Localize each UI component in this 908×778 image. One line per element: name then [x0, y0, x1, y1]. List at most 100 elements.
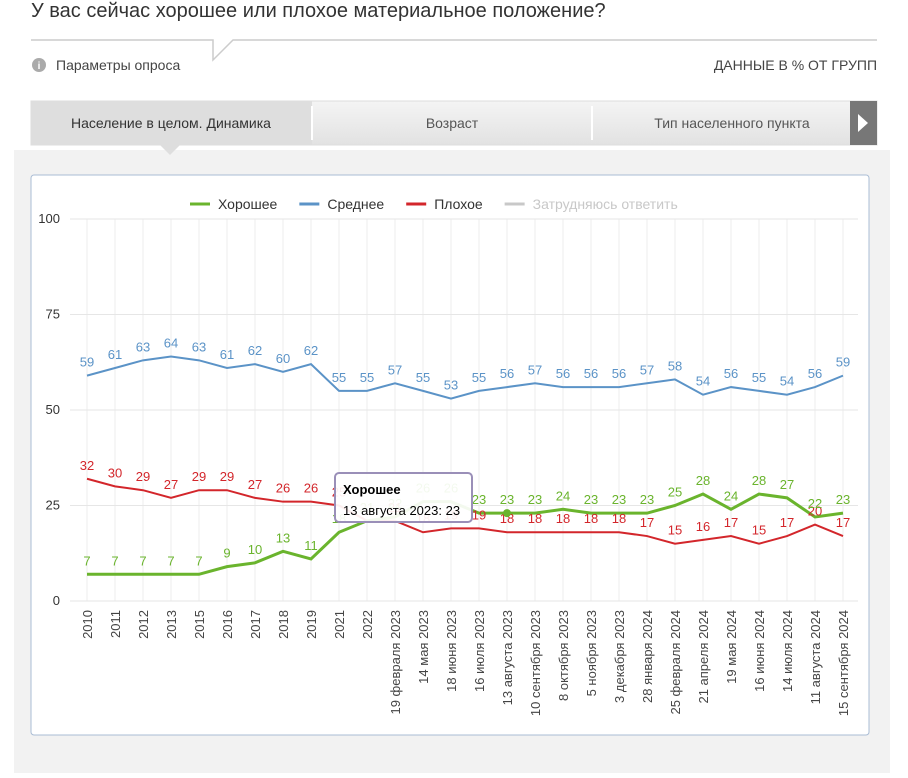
- data-label: 7: [111, 553, 118, 568]
- data-label: 20: [808, 504, 822, 519]
- x-tick-label: 13 августа 2023: [500, 610, 515, 705]
- legend-label: Хорошее: [218, 196, 278, 212]
- data-label: 59: [836, 355, 850, 370]
- separator: [31, 39, 877, 62]
- data-label: 56: [584, 366, 598, 381]
- x-tick-label: 3 декабря 2023: [612, 610, 627, 703]
- data-label: 23: [640, 492, 654, 507]
- data-label: 7: [139, 553, 146, 568]
- data-label: 56: [556, 366, 570, 381]
- data-label: 18: [528, 511, 542, 526]
- x-tick-label: 10 сентября 2023: [528, 610, 543, 716]
- tooltip-title: Хорошее: [343, 482, 401, 497]
- data-label: 7: [195, 553, 202, 568]
- data-label: 11: [304, 538, 318, 553]
- tooltip-box: [334, 472, 473, 523]
- data-label: 25: [668, 485, 682, 500]
- data-label: 53: [444, 378, 458, 393]
- tab[interactable]: Возраст: [426, 115, 479, 131]
- data-label: 10: [248, 542, 262, 557]
- data-label: 57: [528, 362, 542, 377]
- tooltip-text: 13 августа 2023: 23: [343, 503, 460, 518]
- data-label: 63: [192, 339, 206, 354]
- data-label: 57: [640, 362, 654, 377]
- data-label: 22: [808, 496, 822, 511]
- hover-point: [503, 509, 511, 518]
- info-icon[interactable]: [32, 58, 46, 72]
- data-label: 17: [640, 515, 654, 530]
- data-label: 54: [696, 374, 710, 389]
- tab[interactable]: Население в целом. Динамика: [71, 115, 271, 131]
- x-tick-label: 19 февраля 2023: [388, 610, 403, 715]
- series-line: [86, 355, 844, 400]
- x-tick-label: 19 мая 2024: [724, 610, 739, 684]
- x-tick-label: 2018: [276, 610, 291, 639]
- x-tick-label: 2017: [248, 610, 263, 639]
- data-label: 32: [80, 458, 94, 473]
- data-label: 58: [668, 358, 682, 373]
- data-label: 56: [500, 366, 514, 381]
- data-label: 29: [192, 469, 206, 484]
- data-label: 61: [108, 347, 122, 362]
- data-label: 15: [752, 523, 766, 538]
- data-label: 27: [248, 477, 262, 492]
- legend-label: Затрудняюсь ответить: [533, 196, 678, 212]
- x-tick-label: 14 мая 2023: [416, 610, 431, 684]
- data-label: 23: [500, 492, 514, 507]
- tab[interactable]: Тип населенного пункта: [654, 115, 810, 131]
- y-tick-label: 75: [46, 307, 60, 322]
- x-tick-label: 15 сентября 2024: [836, 610, 851, 716]
- data-label: 17: [724, 515, 738, 530]
- x-tick-label: 25 февраля 2024: [668, 610, 683, 715]
- data-label: 54: [780, 374, 794, 389]
- data-label: 29: [136, 469, 150, 484]
- x-tick-label: 8 октября 2023: [556, 610, 571, 701]
- data-label: 19: [472, 507, 486, 522]
- x-tick-label: 16 июня 2024: [752, 610, 767, 692]
- legend-label: Среднее: [327, 196, 384, 212]
- x-tick-label: 2015: [192, 610, 207, 639]
- data-label: 23: [472, 492, 486, 507]
- data-label: 7: [167, 553, 174, 568]
- data-label: 28: [696, 473, 710, 488]
- title: У вас сейчас хорошее или плохое материал…: [31, 0, 606, 22]
- x-tick-label: 18 июня 2023: [444, 610, 459, 692]
- x-tick-label: 2012: [136, 610, 151, 639]
- tab-active[interactable]: [31, 101, 312, 145]
- data-label: 27: [164, 477, 178, 492]
- data-label: 18: [612, 511, 626, 526]
- data-label: 23: [612, 492, 626, 507]
- data-label: 23: [528, 492, 542, 507]
- data-label: 55: [332, 370, 346, 385]
- data-label: 62: [248, 343, 262, 358]
- data-label: 13: [276, 530, 290, 545]
- x-tick-label: 2022: [360, 610, 375, 639]
- x-tick-label: 5 ноября 2023: [584, 610, 599, 696]
- data-label: 26: [304, 481, 318, 496]
- x-tick-label: 16 июля 2023: [472, 610, 487, 692]
- data-label: 17: [780, 515, 794, 530]
- x-tick-label: 2021: [332, 610, 347, 639]
- data-label: 18: [556, 511, 570, 526]
- data-label: 57: [388, 362, 402, 377]
- data-label: 63: [136, 339, 150, 354]
- data-label: 9: [223, 546, 230, 561]
- data-label: 55: [360, 370, 374, 385]
- data-label: 61: [220, 347, 234, 362]
- data-label: 30: [108, 465, 122, 480]
- data-label: 55: [416, 370, 430, 385]
- data-label: 27: [780, 477, 794, 492]
- data-label: 55: [752, 370, 766, 385]
- data-label: 64: [164, 336, 178, 351]
- data-label: 26: [276, 481, 290, 496]
- data-label: 60: [276, 351, 290, 366]
- info-glyph: i: [38, 61, 41, 72]
- params-link[interactable]: Параметры опроса: [56, 57, 180, 73]
- series-line: [86, 477, 844, 545]
- units-note: ДАННЫЕ В % ОТ ГРУПП: [714, 57, 877, 73]
- y-tick-label: 100: [38, 211, 60, 226]
- data-label: 62: [304, 343, 318, 358]
- legend-label: Плохое: [434, 196, 483, 212]
